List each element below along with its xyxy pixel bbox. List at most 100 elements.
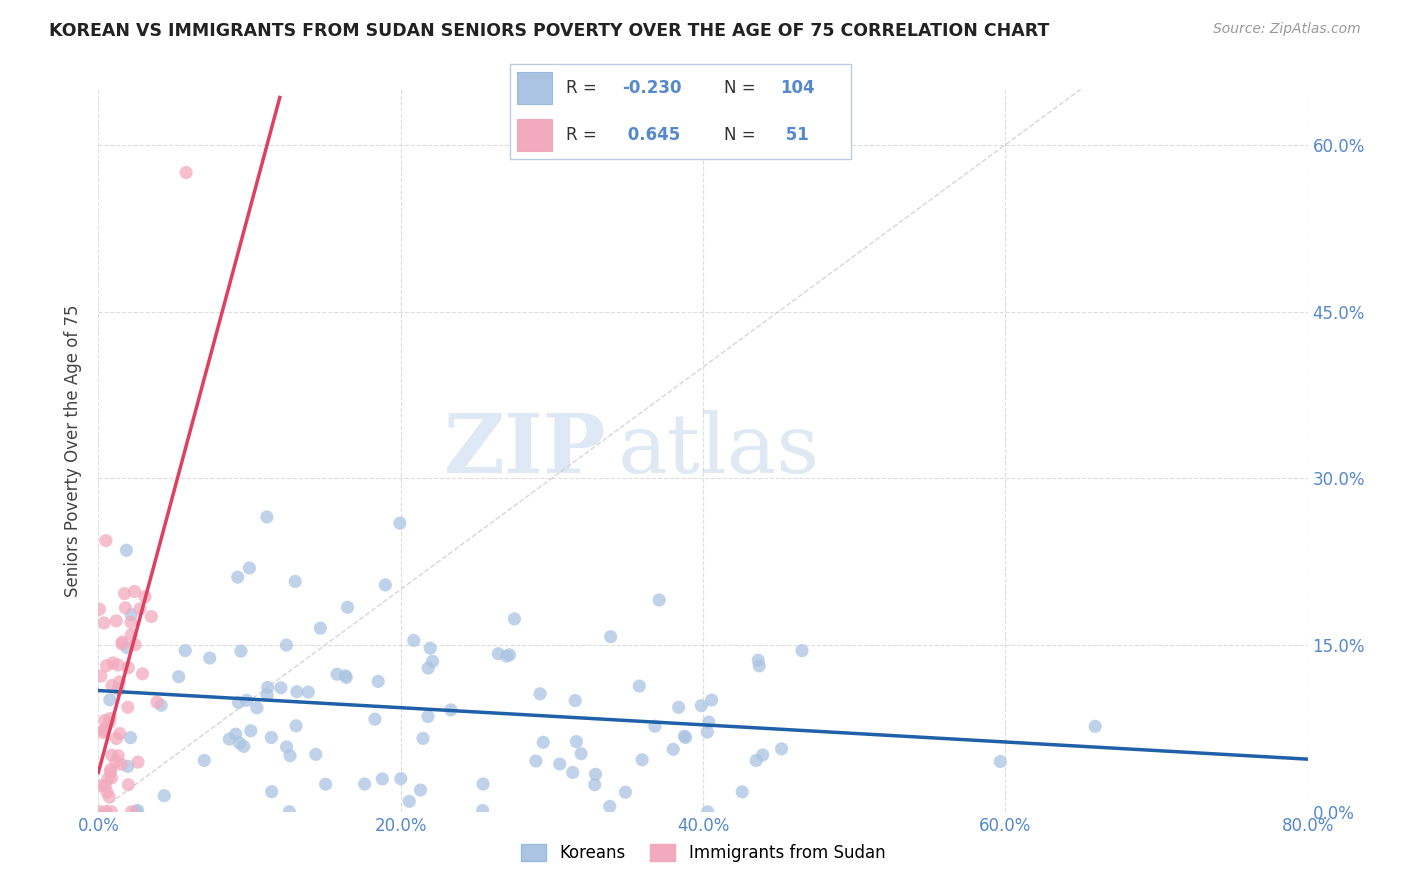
- Point: [270, 681, 292, 695]
- Point: [412, 731, 434, 746]
- Point: [127, 804, 149, 818]
- Point: [495, 648, 517, 663]
- Point: [278, 805, 301, 819]
- Point: [315, 777, 337, 791]
- Point: [100, 805, 122, 819]
- Point: [388, 516, 411, 530]
- Point: [120, 607, 142, 622]
- Text: R =: R =: [565, 79, 596, 97]
- Point: [503, 612, 526, 626]
- Point: [747, 653, 769, 667]
- Point: [731, 785, 754, 799]
- Point: [246, 701, 269, 715]
- Point: [335, 670, 357, 684]
- Point: [239, 723, 262, 738]
- Text: 51: 51: [780, 126, 808, 144]
- Point: [745, 753, 768, 767]
- Point: [115, 543, 138, 558]
- Point: [418, 661, 440, 675]
- Point: [101, 656, 124, 670]
- Point: [276, 638, 298, 652]
- Point: [117, 660, 139, 674]
- Point: [96, 658, 118, 673]
- Point: [367, 674, 389, 689]
- Point: [125, 805, 148, 819]
- Point: [90, 669, 112, 683]
- Point: [696, 805, 718, 819]
- Point: [419, 641, 441, 656]
- Point: [790, 643, 813, 657]
- Point: [98, 692, 121, 706]
- Point: [93, 615, 115, 630]
- FancyBboxPatch shape: [517, 120, 551, 151]
- Point: [111, 637, 134, 651]
- Point: [117, 700, 139, 714]
- Point: [108, 674, 131, 689]
- Point: [228, 695, 250, 709]
- Point: [97, 715, 120, 730]
- Point: [121, 805, 143, 819]
- Point: [117, 759, 139, 773]
- Point: [440, 703, 463, 717]
- Point: [256, 510, 278, 524]
- Point: [114, 586, 136, 600]
- Point: [100, 762, 122, 776]
- Point: [256, 681, 278, 695]
- Point: [108, 726, 131, 740]
- Point: [285, 719, 308, 733]
- Text: R =: R =: [565, 126, 596, 144]
- Point: [94, 714, 117, 728]
- Point: [105, 755, 128, 769]
- Point: [89, 602, 111, 616]
- Point: [98, 712, 121, 726]
- Point: [564, 693, 586, 707]
- Point: [471, 804, 494, 818]
- Point: [110, 757, 132, 772]
- Text: 104: 104: [780, 79, 815, 97]
- Point: [120, 731, 142, 745]
- Point: [193, 753, 215, 767]
- Text: 0.645: 0.645: [621, 126, 681, 144]
- Legend: Koreans, Immigrants from Sudan: Koreans, Immigrants from Sudan: [515, 837, 891, 869]
- Point: [668, 700, 690, 714]
- Point: [599, 799, 621, 814]
- Point: [97, 772, 120, 786]
- Point: [91, 725, 114, 739]
- FancyBboxPatch shape: [517, 72, 551, 103]
- Point: [107, 657, 129, 672]
- Point: [141, 609, 163, 624]
- Point: [389, 772, 412, 786]
- Point: [614, 785, 637, 799]
- Point: [167, 670, 190, 684]
- Point: [96, 785, 118, 799]
- Point: [105, 614, 128, 628]
- Point: [309, 621, 332, 635]
- Point: [198, 651, 221, 665]
- Point: [111, 635, 134, 649]
- Point: [531, 735, 554, 749]
- Text: ZIP: ZIP: [444, 410, 606, 491]
- Point: [107, 682, 129, 697]
- Point: [226, 570, 249, 584]
- Point: [127, 755, 149, 769]
- Point: [117, 778, 139, 792]
- Text: N =: N =: [724, 79, 755, 97]
- Text: Source: ZipAtlas.com: Source: ZipAtlas.com: [1213, 22, 1361, 37]
- Point: [260, 731, 283, 745]
- Point: [90, 779, 112, 793]
- Point: [228, 736, 250, 750]
- Point: [524, 754, 547, 768]
- Point: [218, 732, 240, 747]
- Point: [371, 772, 394, 786]
- Point: [94, 533, 117, 548]
- Point: [662, 742, 685, 756]
- Point: [599, 630, 621, 644]
- Point: [153, 789, 176, 803]
- Point: [131, 666, 153, 681]
- Point: [229, 644, 252, 658]
- Point: [134, 590, 156, 604]
- Point: [675, 731, 697, 745]
- Point: [101, 678, 124, 692]
- Point: [364, 712, 387, 726]
- Point: [150, 698, 173, 713]
